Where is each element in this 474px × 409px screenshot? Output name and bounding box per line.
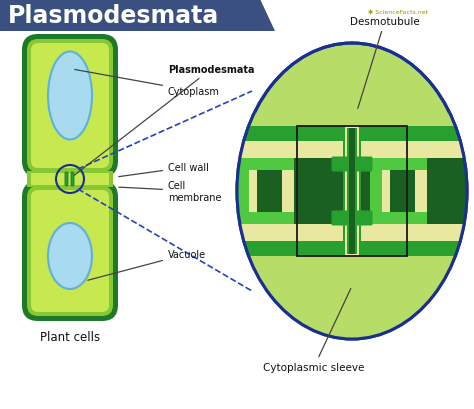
Bar: [345, 127, 359, 256]
Bar: [249, 171, 294, 213]
Text: Cytoplasm: Cytoplasm: [75, 70, 220, 97]
Ellipse shape: [48, 52, 92, 140]
Bar: [237, 159, 467, 225]
Bar: [370, 213, 427, 225]
FancyBboxPatch shape: [22, 182, 118, 321]
Bar: [237, 127, 467, 142]
Text: ✱ ScienceFacts.net: ✱ ScienceFacts.net: [368, 11, 428, 16]
FancyBboxPatch shape: [22, 35, 118, 178]
FancyBboxPatch shape: [27, 40, 113, 173]
Bar: [257, 171, 282, 213]
Text: Cell
membrane: Cell membrane: [119, 181, 221, 202]
FancyBboxPatch shape: [31, 191, 109, 312]
FancyBboxPatch shape: [331, 211, 373, 226]
Text: Plasmodesmata: Plasmodesmata: [74, 65, 255, 176]
Bar: [347, 129, 357, 254]
Bar: [343, 127, 361, 256]
Bar: [31, 173, 109, 186]
Bar: [237, 114, 467, 127]
Bar: [237, 159, 294, 225]
Text: Plant cells: Plant cells: [40, 331, 100, 344]
Bar: [390, 171, 415, 213]
Bar: [382, 171, 427, 213]
Text: Desmotubule: Desmotubule: [350, 17, 420, 109]
Text: Cell wall: Cell wall: [119, 163, 209, 177]
FancyBboxPatch shape: [71, 173, 74, 187]
Bar: [370, 159, 427, 225]
FancyBboxPatch shape: [331, 157, 373, 172]
Ellipse shape: [237, 44, 467, 339]
FancyBboxPatch shape: [27, 187, 113, 316]
Bar: [297, 127, 407, 256]
Polygon shape: [0, 0, 275, 32]
FancyBboxPatch shape: [31, 44, 109, 169]
Bar: [27, 172, 113, 188]
Bar: [237, 159, 294, 171]
Bar: [237, 256, 467, 409]
Text: Cytoplasmic sleeve: Cytoplasmic sleeve: [264, 289, 365, 372]
Bar: [237, 225, 467, 241]
Bar: [237, 213, 294, 225]
Bar: [370, 159, 382, 225]
Text: Vacuole: Vacuole: [88, 249, 206, 281]
FancyBboxPatch shape: [65, 173, 68, 187]
Bar: [237, 142, 467, 159]
Bar: [349, 129, 355, 254]
Bar: [237, 159, 249, 225]
Bar: [237, 241, 467, 256]
Bar: [370, 159, 427, 171]
Text: Plasmodesmata: Plasmodesmata: [8, 4, 219, 28]
Ellipse shape: [48, 223, 92, 289]
